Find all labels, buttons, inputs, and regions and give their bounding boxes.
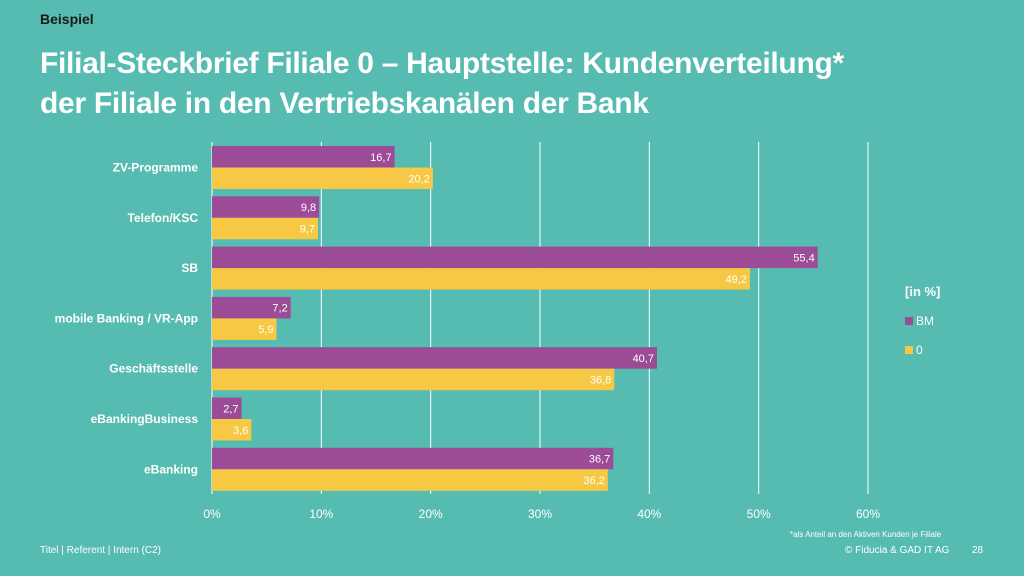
legend-swatch [905, 346, 913, 354]
category-label: Telefon/KSC [128, 211, 199, 225]
bar-bm [212, 296, 291, 319]
data-label: 9,8 [301, 202, 316, 214]
category-label: eBankingBusiness [91, 412, 199, 426]
bar-bm [212, 347, 657, 369]
title-line-1: Filial-Steckbrief Filiale 0 – Hauptstell… [40, 47, 844, 80]
page-title: Filial-Steckbrief Filiale 0 – Hauptstell… [40, 44, 1000, 124]
bar-bm [212, 246, 818, 269]
title-line-2: der Filiale in den Vertriebskanälen der … [40, 87, 649, 120]
data-label: 36,2 [583, 475, 604, 487]
x-tick-label: 60% [856, 507, 880, 521]
x-tick-label: 30% [528, 507, 552, 521]
legend-label: 0 [916, 343, 923, 357]
bar-filiale-0 [212, 268, 750, 290]
page-number: 28 [972, 545, 984, 556]
bar-bm [212, 447, 614, 470]
data-label: 16,7 [370, 152, 391, 164]
category-label: ZV-Programme [113, 161, 199, 175]
x-tick-label: 50% [747, 507, 771, 521]
category-label: mobile Banking / VR-App [55, 311, 198, 325]
bar-bm [212, 146, 395, 168]
x-tick-label: 20% [419, 507, 443, 521]
data-label: 36,7 [589, 454, 610, 466]
category-label: SB [181, 261, 198, 275]
bar-filiale-0 [212, 217, 319, 240]
data-label: 40,7 [633, 353, 654, 365]
data-label: 49,2 [725, 274, 746, 286]
legend-title: [in %] [905, 284, 940, 299]
x-tick-label: 10% [309, 507, 333, 521]
data-label: 5,9 [258, 324, 273, 336]
data-label: 3,6 [233, 425, 248, 437]
footer-copyright: © Fiducia & GAD IT AG [845, 545, 950, 556]
x-tick-label: 0% [203, 507, 221, 521]
bar-bm [212, 196, 320, 218]
bar-bm [212, 397, 242, 419]
data-label: 36,8 [590, 374, 611, 386]
footnote: *als Anteil an den Aktiven Kunden je Fil… [790, 530, 942, 539]
eyebrow-label: Beispiel [40, 11, 94, 27]
data-label: 2,7 [223, 403, 238, 415]
bar-filiale-0 [212, 469, 608, 491]
bar-filiale-0 [212, 419, 252, 441]
bar-filiale-0 [212, 167, 433, 189]
x-tick-label: 40% [637, 507, 661, 521]
data-label: 55,4 [793, 252, 814, 264]
data-label: 9,7 [300, 224, 315, 236]
footer-left: Titel | Referent | Intern (C2) [40, 545, 161, 556]
legend-swatch [905, 317, 913, 325]
category-label: Geschäftsstelle [109, 362, 198, 376]
data-label: 7,2 [272, 303, 287, 315]
bar-filiale-0 [212, 318, 277, 340]
legend-label: BM [916, 314, 934, 328]
bar-filiale-0 [212, 368, 615, 391]
category-label: eBanking [144, 462, 198, 476]
data-label: 20,2 [408, 173, 429, 185]
